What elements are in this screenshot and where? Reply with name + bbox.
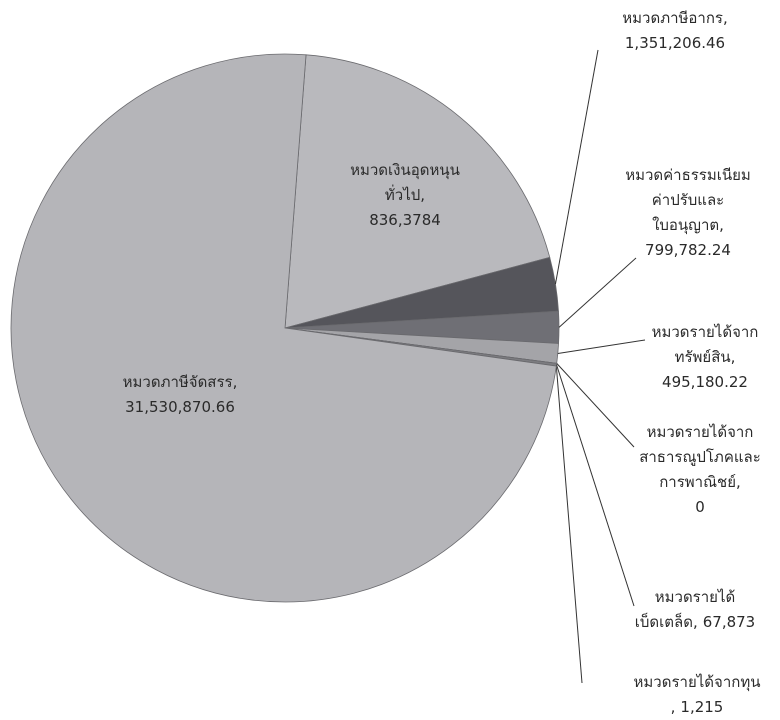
slice-value: 67,873 [702, 613, 756, 631]
slice-label: หมวดภาษีจัดสรร, 31,530,870.66 [123, 370, 238, 420]
label-separator: , [730, 348, 736, 366]
label-separator: , [719, 216, 724, 234]
slice-label: หมวดค่าธรรมเนียม ค่าปรับและ ใบอนุญาต, 799… [625, 163, 751, 263]
pie-slice [10, 53, 557, 603]
slice-name: หมวดค่าธรรมเนียม ค่าปรับและ ใบอนุญาต [625, 166, 751, 234]
label-separator: , [232, 373, 238, 391]
leader-line [556, 364, 635, 607]
pie-slice [284, 54, 551, 329]
slice-label: หมวดรายได้ เบ็ดเตล็ด, 67,873 [635, 585, 755, 635]
slice-name: หมวดรายได้จาก ทรัพย์สิน [651, 323, 759, 366]
slice-label: หมวดรายได้จาก ทรัพย์สิน, 495,180.22 [652, 320, 759, 395]
leader-line [557, 339, 646, 354]
slice-label: หมวดรายได้จากทุน, 1,215 [634, 670, 761, 720]
label-separator: , [722, 9, 728, 27]
leader-line [555, 366, 583, 684]
label-separator: , [420, 186, 426, 204]
slice-name: หมวดเงินอุดหนุน ทั่วไป [350, 161, 460, 204]
slice-name: หมวดภาษีอากร [622, 9, 723, 27]
slice-name: หมวดรายได้จากทุน [633, 673, 761, 691]
slice-value: 31,530,870.66 [125, 398, 235, 416]
slice-value: 799,782.24 [645, 241, 731, 259]
slice-label: หมวดภาษีอากร, 1,351,206.46 [622, 6, 728, 56]
slice-name: หมวดภาษีจัดสรร [122, 373, 233, 391]
slice-value: 0 [695, 498, 705, 516]
slice-label: หมวดเงินอุดหนุน ทั่วไป, 836,3784 [350, 158, 460, 233]
label-separator: , [692, 613, 698, 631]
slice-value: 1,215 [680, 698, 724, 716]
leader-line [558, 257, 637, 328]
label-separator: , [735, 473, 741, 491]
slice-name: หมวดรายได้จาก สาธารณูปโภคและ การพาณิชย์ [639, 423, 761, 491]
leader-line [556, 363, 635, 448]
leader-line [554, 49, 599, 285]
slice-name: หมวดรายได้ เบ็ดเตล็ด [634, 588, 736, 631]
slice-label: หมวดรายได้จาก สาธารณูปโภคและ การพาณิชย์,… [639, 420, 761, 520]
slice-value: 836,3784 [369, 211, 441, 229]
slice-value: 1,351,206.46 [624, 34, 726, 52]
label-separator: , [670, 698, 676, 716]
slice-value: 495,180.22 [662, 373, 748, 391]
